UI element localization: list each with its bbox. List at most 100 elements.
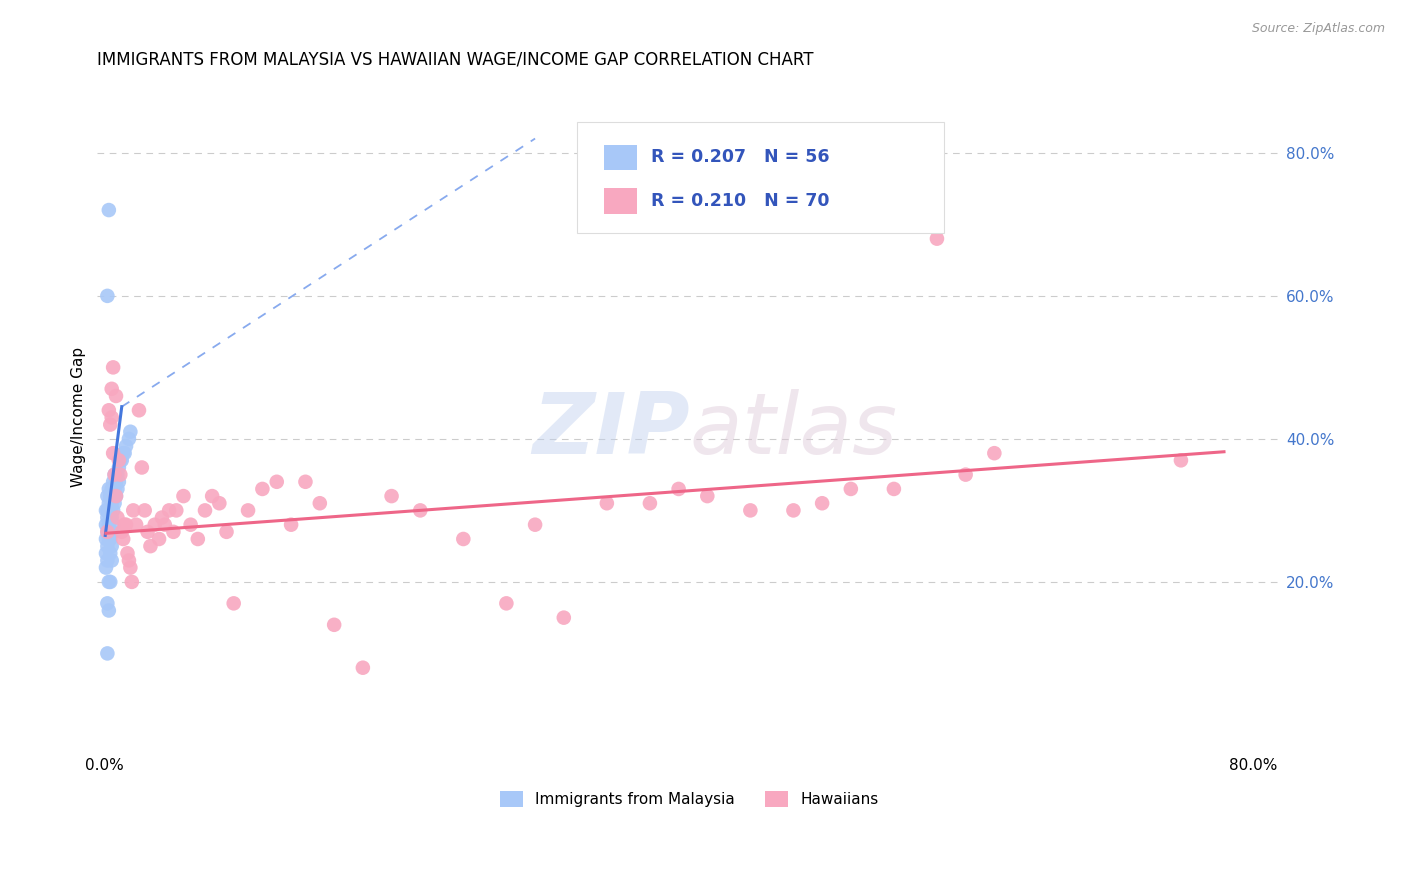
Point [107, 510, 129, 524]
Point [638, 496, 661, 510]
Point [1170, 453, 1192, 467]
Point [108, 475, 131, 489]
Point [101, 360, 124, 375]
Point [143, 517, 166, 532]
Point [94, 560, 117, 574]
Point [280, 517, 302, 532]
Point [118, 432, 141, 446]
Point [100, 524, 122, 539]
Point [201, 489, 224, 503]
Point [157, 503, 180, 517]
Point [97, 403, 120, 417]
FancyBboxPatch shape [605, 188, 637, 214]
Point [380, 489, 402, 503]
Point [150, 510, 173, 524]
Point [96, 503, 118, 517]
Point [112, 532, 135, 546]
Point [495, 596, 517, 610]
Point [524, 517, 547, 532]
Point [105, 489, 128, 503]
Text: R = 0.210   N = 70: R = 0.210 N = 70 [651, 192, 830, 210]
Point [101, 446, 124, 460]
Point [101, 517, 124, 532]
Point [187, 532, 209, 546]
Point [112, 446, 135, 460]
Point [100, 510, 122, 524]
Point [222, 596, 245, 610]
Point [100, 410, 122, 425]
Point [96, 524, 118, 539]
Point [252, 482, 274, 496]
Point [97, 524, 120, 539]
Point [98, 524, 121, 539]
Point [96, 289, 118, 303]
Point [180, 517, 202, 532]
Point [121, 574, 143, 589]
Point [122, 503, 145, 517]
Point [94, 532, 117, 546]
Point [883, 482, 905, 496]
Point [114, 517, 136, 532]
Point [139, 539, 162, 553]
Point [98, 574, 121, 589]
Point [115, 517, 138, 532]
Point [97, 202, 120, 217]
Point [94, 546, 117, 560]
Text: atlas: atlas [689, 390, 897, 473]
Point [111, 453, 134, 467]
Point [97, 532, 120, 546]
Text: R = 0.207   N = 56: R = 0.207 N = 56 [651, 148, 830, 166]
Point [165, 503, 187, 517]
Point [955, 467, 977, 482]
Point [96, 553, 118, 567]
Point [100, 382, 122, 396]
Point [94, 517, 117, 532]
Point [101, 475, 124, 489]
Point [110, 467, 132, 482]
Point [107, 467, 129, 482]
Point [103, 482, 125, 496]
Point [98, 417, 121, 432]
Point [100, 539, 122, 553]
Point [97, 503, 120, 517]
Point [103, 467, 125, 482]
Point [134, 503, 156, 517]
Point [136, 524, 159, 539]
Point [153, 517, 176, 532]
Point [103, 496, 125, 510]
Text: IMMIGRANTS FROM MALAYSIA VS HAWAIIAN WAGE/INCOME GAP CORRELATION CHART: IMMIGRANTS FROM MALAYSIA VS HAWAIIAN WAG… [97, 51, 814, 69]
Point [323, 617, 346, 632]
Point [208, 496, 231, 510]
Point [294, 475, 316, 489]
Point [97, 482, 120, 496]
Point [97, 496, 120, 510]
FancyBboxPatch shape [605, 145, 637, 170]
Point [96, 647, 118, 661]
Point [101, 489, 124, 503]
Point [453, 532, 475, 546]
Point [96, 489, 118, 503]
Point [96, 596, 118, 610]
Point [172, 489, 194, 503]
Point [839, 482, 862, 496]
Point [101, 503, 124, 517]
Point [668, 482, 690, 496]
Point [125, 517, 148, 532]
Point [114, 446, 136, 460]
Point [120, 425, 142, 439]
Point [110, 453, 132, 467]
Legend: Immigrants from Malaysia, Hawaiians: Immigrants from Malaysia, Hawaiians [494, 785, 884, 814]
Point [98, 503, 121, 517]
Point [97, 517, 120, 532]
Point [98, 532, 121, 546]
Point [194, 503, 217, 517]
Point [983, 446, 1005, 460]
Point [118, 553, 141, 567]
Text: ZIP: ZIP [531, 390, 689, 473]
Point [266, 475, 288, 489]
Point [120, 560, 142, 574]
Point [409, 503, 432, 517]
Point [98, 510, 121, 524]
Point [94, 503, 117, 517]
Y-axis label: Wage/Income Gap: Wage/Income Gap [72, 347, 86, 488]
